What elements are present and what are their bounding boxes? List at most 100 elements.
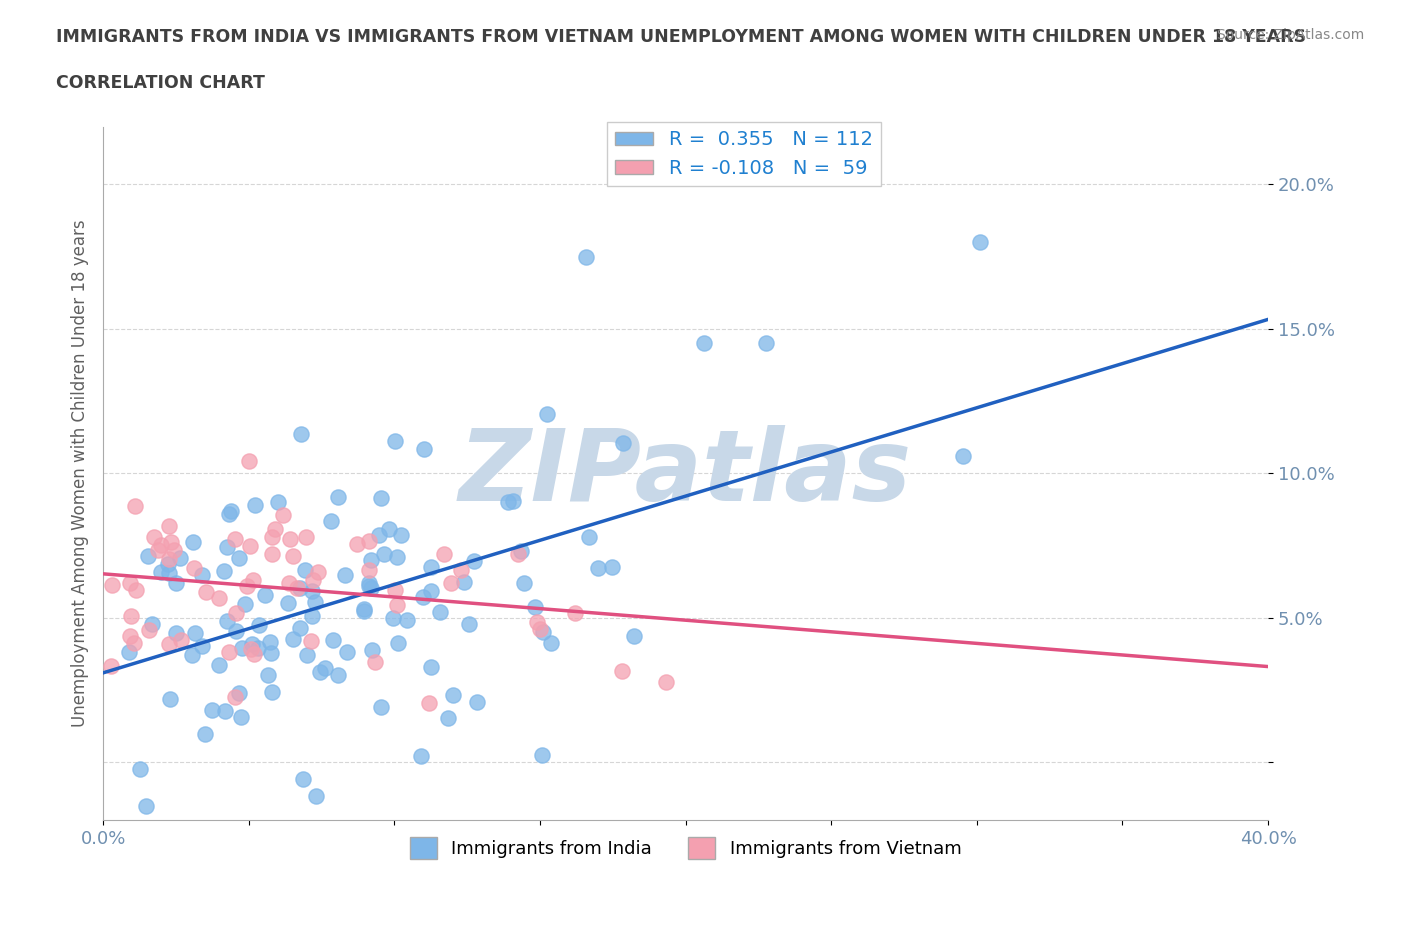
Point [138, 623, 160, 638]
Point [373, 547, 395, 562]
Point [305, 789, 328, 804]
Point [333, 567, 356, 582]
Point [536, 406, 558, 421]
Point [122, 635, 145, 650]
Point [224, 531, 246, 546]
Point [215, 614, 238, 629]
Point [247, 618, 270, 632]
Point [437, 711, 460, 725]
Point [242, 572, 264, 587]
Point [364, 655, 387, 670]
Point [302, 573, 325, 588]
Point [233, 596, 256, 611]
Point [118, 575, 141, 590]
Point [219, 504, 242, 519]
Point [163, 542, 186, 557]
Point [288, 580, 311, 595]
Point [465, 695, 488, 710]
Point [359, 578, 381, 593]
Point [224, 690, 246, 705]
Point [357, 563, 380, 578]
Point [257, 668, 280, 683]
Point [208, 658, 231, 672]
Point [165, 626, 187, 641]
Point [169, 551, 191, 565]
Point [260, 645, 283, 660]
Point [160, 535, 183, 550]
Point [283, 631, 305, 646]
Point [190, 567, 212, 582]
Point [530, 748, 553, 763]
Point [359, 576, 381, 591]
Point [128, 762, 150, 777]
Point [301, 583, 323, 598]
Point [218, 507, 240, 522]
Point [260, 529, 283, 544]
Point [384, 433, 406, 448]
Point [239, 641, 262, 656]
Point [509, 543, 531, 558]
Point [262, 547, 284, 562]
Point [382, 610, 405, 625]
Point [294, 562, 316, 577]
Point [120, 609, 142, 624]
Point [370, 700, 392, 715]
Point [208, 591, 231, 605]
Point [952, 448, 974, 463]
Point [157, 519, 180, 534]
Text: IMMIGRANTS FROM INDIA VS IMMIGRANTS FROM VIETNAM UNEMPLOYMENT AMONG WOMEN WITH C: IMMIGRANTS FROM INDIA VS IMMIGRANTS FROM… [56, 28, 1306, 46]
Point [610, 663, 633, 678]
Point [231, 710, 253, 724]
Y-axis label: Unemployment Among Women with Children Under 18 years: Unemployment Among Women with Children U… [72, 219, 89, 727]
Point [225, 623, 247, 638]
Point [243, 498, 266, 512]
Point [271, 507, 294, 522]
Point [412, 590, 434, 604]
Point [290, 426, 312, 441]
Point [441, 687, 464, 702]
Point [118, 629, 141, 644]
Point [214, 703, 236, 718]
Point [253, 588, 276, 603]
Point [523, 600, 546, 615]
Point [321, 513, 343, 528]
Point [299, 634, 322, 649]
Point [183, 561, 205, 576]
Point [240, 636, 263, 651]
Point [655, 674, 678, 689]
Point [384, 582, 406, 597]
Point [304, 594, 326, 609]
Point [148, 542, 170, 557]
Point [150, 565, 173, 579]
Point [277, 595, 299, 610]
Point [377, 521, 399, 536]
Point [531, 624, 554, 639]
Point [529, 622, 551, 637]
Point [453, 574, 475, 589]
Point [418, 696, 440, 711]
Point [157, 551, 180, 566]
Point [264, 522, 287, 537]
Point [969, 234, 991, 249]
Point [360, 580, 382, 595]
Point [184, 626, 207, 641]
Point [370, 490, 392, 505]
Point [385, 597, 408, 612]
Point [440, 576, 463, 591]
Point [307, 565, 329, 580]
Point [693, 336, 716, 351]
Point [228, 551, 250, 565]
Point [346, 537, 368, 551]
Point [101, 578, 124, 592]
Point [181, 648, 204, 663]
Point [143, 529, 166, 544]
Point [336, 645, 359, 660]
Point [238, 453, 260, 468]
Point [496, 494, 519, 509]
Point [526, 615, 548, 630]
Point [225, 605, 247, 620]
Text: CORRELATION CHART: CORRELATION CHART [56, 74, 266, 92]
Point [433, 547, 456, 562]
Point [450, 563, 472, 578]
Text: Source: ZipAtlas.com: Source: ZipAtlas.com [1216, 28, 1364, 42]
